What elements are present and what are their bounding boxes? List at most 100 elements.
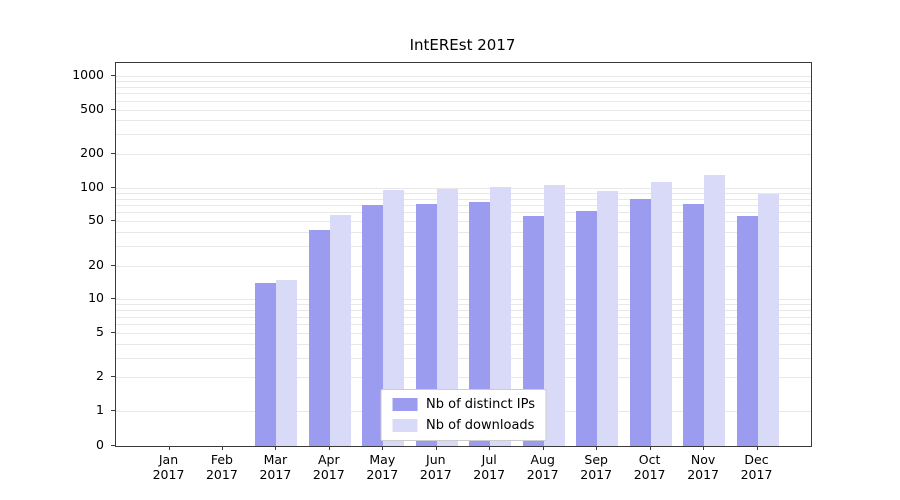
bar-downloads — [383, 190, 405, 446]
x-tick-label: Mar 2017 — [245, 452, 305, 482]
bar-distinct-ips — [362, 205, 384, 446]
legend-item-downloads: Nb of downloads — [392, 418, 535, 433]
y-tick-label: 50 — [88, 212, 104, 228]
x-tick-line: 2017 — [740, 467, 773, 482]
bar-distinct-ips — [469, 201, 491, 446]
x-tick-line: May — [369, 452, 396, 467]
x-tick-mark — [435, 446, 437, 450]
x-tick-line: Feb — [210, 452, 233, 467]
x-tick-line: 2017 — [152, 467, 185, 482]
bar-downloads — [597, 191, 619, 446]
gridline — [116, 316, 811, 318]
y-tick-label: 2 — [96, 368, 104, 384]
x-tick-line: 2017 — [419, 467, 452, 482]
x-tick-mark — [382, 446, 384, 450]
bar-downloads — [436, 188, 458, 446]
x-tick-mark — [649, 446, 651, 450]
bar-distinct-ips — [255, 283, 277, 446]
x-tick-line: 2017 — [473, 467, 506, 482]
x-tick-line: Oct — [638, 452, 661, 467]
y-tick-mark — [111, 376, 115, 378]
x-tick-mark — [703, 446, 705, 450]
gridline — [116, 109, 811, 111]
gridline — [116, 310, 811, 312]
legend-label-distinct-ips: Nb of distinct IPs — [426, 397, 535, 412]
x-tick-line: Aug — [530, 452, 555, 467]
gridline — [116, 198, 811, 200]
x-tick-line: 2017 — [526, 467, 559, 482]
x-tick-label: Dec 2017 — [727, 452, 787, 482]
x-tick-mark — [221, 446, 223, 450]
bar-distinct-ips — [736, 215, 758, 446]
gridline — [116, 324, 811, 326]
gridline — [116, 343, 811, 345]
y-tick-label: 500 — [80, 100, 104, 116]
bar-downloads — [650, 182, 672, 446]
x-tick-line: 2017 — [205, 467, 238, 482]
y-tick-mark — [111, 108, 115, 110]
x-tick-label: Apr 2017 — [299, 452, 359, 482]
x-tick-line: 2017 — [580, 467, 613, 482]
gridline — [116, 265, 811, 267]
chart-title: IntEREst 2017 — [409, 36, 516, 54]
x-tick-line: Sep — [584, 452, 608, 467]
gridline — [116, 187, 811, 189]
legend-swatch-downloads — [392, 419, 418, 432]
y-tick-mark — [111, 75, 115, 76]
bar-downloads — [329, 214, 351, 446]
x-tick-label: Sep 2017 — [566, 452, 626, 482]
bar-downloads — [704, 174, 726, 446]
gridline — [116, 304, 811, 306]
bar-downloads — [276, 279, 298, 446]
y-tick-mark — [111, 445, 115, 446]
x-tick-label: Jan 2017 — [139, 452, 199, 482]
x-tick-label: Jun 2017 — [406, 452, 466, 482]
gridline — [116, 377, 811, 379]
x-tick-label: Jul 2017 — [459, 452, 519, 482]
gridline — [116, 332, 811, 334]
x-tick-mark — [275, 446, 277, 450]
bar-downloads — [490, 187, 512, 446]
x-tick-line: Mar — [263, 452, 288, 467]
x-tick-label: Feb 2017 — [192, 452, 252, 482]
y-tick-mark — [111, 220, 115, 222]
bar-distinct-ips — [308, 229, 330, 446]
bar-distinct-ips — [683, 203, 705, 446]
x-tick-label: Aug 2017 — [513, 452, 573, 482]
x-tick-line: 2017 — [633, 467, 666, 482]
gridline — [116, 120, 811, 122]
gridline — [116, 76, 811, 77]
legend: Nb of distinct IPs Nb of downloads — [380, 389, 547, 441]
x-tick-mark — [168, 446, 170, 450]
legend-label-downloads: Nb of downloads — [426, 418, 535, 433]
x-tick-mark — [756, 446, 758, 450]
gridline — [116, 212, 811, 214]
x-tick-mark — [542, 446, 544, 450]
gridline — [116, 232, 811, 234]
y-tick-mark — [111, 153, 115, 154]
gridline — [116, 81, 811, 83]
y-tick-label: 5 — [96, 323, 104, 339]
bar-distinct-ips — [576, 210, 598, 446]
bar-downloads — [757, 193, 779, 446]
bar-distinct-ips — [522, 215, 544, 446]
gridline — [116, 93, 811, 95]
x-tick-mark — [489, 446, 491, 450]
y-tick-mark — [111, 264, 115, 266]
x-tick-line: Apr — [317, 452, 340, 467]
x-tick-line: Jan — [158, 452, 179, 467]
gridline — [116, 205, 811, 206]
bar-downloads — [543, 185, 565, 446]
y-tick-label: 20 — [88, 256, 104, 272]
y-tick-mark — [111, 186, 115, 188]
x-tick-mark — [596, 446, 598, 450]
bar-distinct-ips — [629, 198, 651, 446]
y-tick-label: 1000 — [72, 67, 104, 82]
gridline — [116, 100, 811, 102]
gridline — [116, 357, 811, 359]
gridline — [116, 246, 811, 247]
x-tick-line: Jun — [426, 452, 446, 467]
plot-area: Nb of distinct IPs Nb of downloads — [115, 62, 812, 447]
x-tick-line: 2017 — [687, 467, 719, 482]
